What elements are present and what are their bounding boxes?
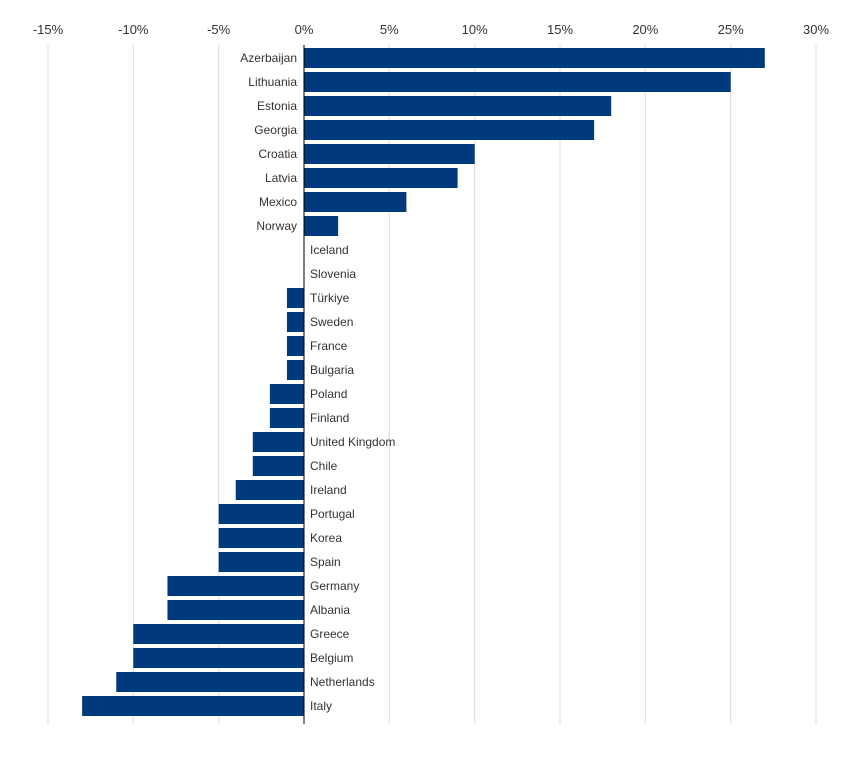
bar <box>133 624 304 644</box>
bar <box>286 288 304 308</box>
category-label: Mexico <box>259 195 297 209</box>
bar <box>235 480 304 500</box>
x-tick-label: -15% <box>33 22 64 37</box>
category-label: Türkiye <box>310 291 350 305</box>
category-label: Finland <box>310 411 349 425</box>
bar <box>167 576 304 596</box>
category-label: Albania <box>310 603 350 617</box>
category-labels: Azerbaijan Lithuania Estonia Georgia Croatia… <box>240 51 395 713</box>
x-tick-label: 0% <box>295 22 314 37</box>
bar <box>304 192 407 212</box>
x-axis-ticks: -15% -10% -5% 0% 5% 10% 15% 20% 25% 30% <box>33 22 830 37</box>
category-label: Sweden <box>310 315 353 329</box>
x-tick-label: 10% <box>462 22 488 37</box>
bar <box>218 528 304 548</box>
bar <box>269 384 304 404</box>
bar <box>218 552 304 572</box>
bar <box>269 408 304 428</box>
category-label: Iceland <box>310 243 349 257</box>
bar <box>304 120 595 140</box>
x-tick-label: 5% <box>380 22 399 37</box>
category-label: France <box>310 339 348 353</box>
category-label: Estonia <box>257 99 297 113</box>
category-label: Latvia <box>265 171 297 185</box>
bar <box>304 168 458 188</box>
bars <box>82 48 765 716</box>
bar <box>218 504 304 524</box>
bar <box>304 48 765 68</box>
category-label: Korea <box>310 531 342 545</box>
category-label: Chile <box>310 459 338 473</box>
category-label: Bulgaria <box>310 363 354 377</box>
category-label: Lithuania <box>248 75 297 89</box>
bar <box>304 144 475 164</box>
bar <box>304 216 339 236</box>
bar <box>286 336 304 356</box>
category-label: Belgium <box>310 651 353 665</box>
category-label: Norway <box>256 219 297 233</box>
category-label: United Kingdom <box>310 435 395 449</box>
bar <box>252 456 304 476</box>
category-label: Portugal <box>310 507 355 521</box>
category-label: Spain <box>310 555 341 569</box>
bar <box>116 672 305 692</box>
category-label: Georgia <box>254 123 297 137</box>
category-label: Germany <box>310 579 359 593</box>
x-tick-label: 30% <box>803 22 829 37</box>
bar <box>133 648 304 668</box>
bar <box>286 360 304 380</box>
x-tick-label: 25% <box>718 22 744 37</box>
bar <box>286 312 304 332</box>
category-label: Netherlands <box>310 675 375 689</box>
category-label: Greece <box>310 627 350 641</box>
x-tick-label: -10% <box>118 22 149 37</box>
category-label: Poland <box>310 387 347 401</box>
category-label: Ireland <box>310 483 347 497</box>
category-label: Slovenia <box>310 267 356 281</box>
bar <box>252 432 304 452</box>
bar <box>167 600 304 620</box>
x-tick-label: 20% <box>632 22 658 37</box>
category-label: Azerbaijan <box>240 51 297 65</box>
x-tick-label: 15% <box>547 22 573 37</box>
bar <box>82 696 304 716</box>
category-label: Croatia <box>258 147 297 161</box>
bar <box>304 72 731 92</box>
category-label: Italy <box>310 699 332 713</box>
bar <box>304 96 612 116</box>
x-tick-label: -5% <box>207 22 231 37</box>
